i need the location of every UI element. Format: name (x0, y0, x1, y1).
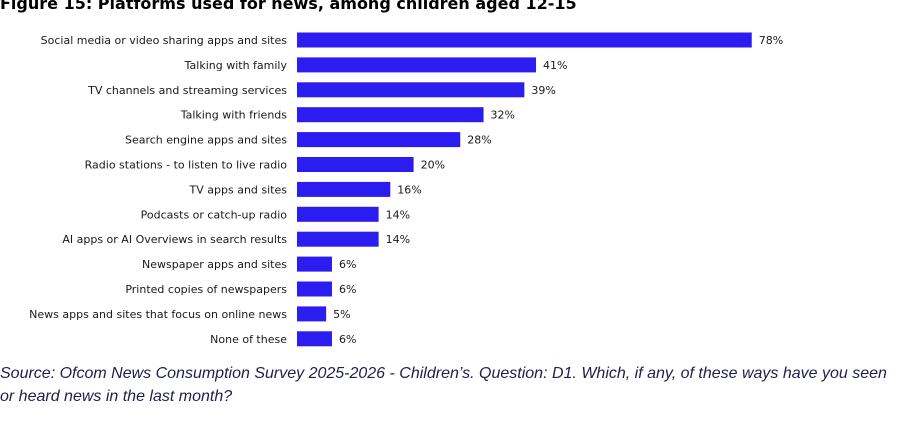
chart-title: Figure 15: Platforms used for news, amon… (0, 0, 577, 13)
value-label: 20% (421, 159, 445, 172)
bar (297, 231, 379, 247)
bar (297, 206, 379, 222)
value-label: 39% (531, 84, 555, 97)
value-label: 14% (386, 208, 410, 221)
bar (297, 306, 327, 322)
value-label: 5% (333, 308, 350, 321)
category-label: Search engine apps and sites (125, 134, 287, 147)
category-label: Talking with friends (180, 109, 288, 122)
value-label: 41% (543, 59, 567, 72)
category-label: Podcasts or catch-up radio (141, 208, 288, 221)
category-label: TV apps and sites (189, 183, 288, 196)
category-label: Radio stations - to listen to live radio (85, 159, 288, 172)
value-label: 28% (467, 134, 491, 147)
bar (297, 32, 752, 48)
category-label: Talking with family (184, 59, 288, 72)
value-label: 32% (491, 109, 515, 122)
category-label: Printed copies of newspapers (125, 283, 287, 296)
value-label: 78% (759, 34, 783, 47)
category-label: Newspaper apps and sites (142, 258, 287, 271)
bar (297, 82, 525, 98)
value-label: 14% (386, 233, 410, 246)
bar-chart: Social media or video sharing apps and s… (29, 32, 783, 347)
bar (297, 132, 461, 148)
category-label: None of these (210, 333, 287, 346)
bar (297, 57, 537, 73)
value-label: 6% (339, 333, 356, 346)
value-label: 6% (339, 258, 356, 271)
category-label: News apps and sites that focus on online… (29, 308, 287, 321)
bar (297, 107, 484, 123)
bar (297, 157, 414, 172)
bar (297, 281, 332, 297)
value-label: 16% (397, 183, 421, 196)
bar (297, 256, 332, 272)
source-note: Source: Ofcom News Consumption Survey 20… (0, 365, 887, 405)
bar (297, 331, 332, 347)
bar (297, 181, 391, 197)
category-label: Social media or video sharing apps and s… (41, 34, 288, 47)
category-label: TV channels and streaming services (87, 84, 287, 97)
value-label: 6% (339, 283, 356, 296)
category-label: AI apps or AI Overviews in search result… (62, 233, 287, 246)
